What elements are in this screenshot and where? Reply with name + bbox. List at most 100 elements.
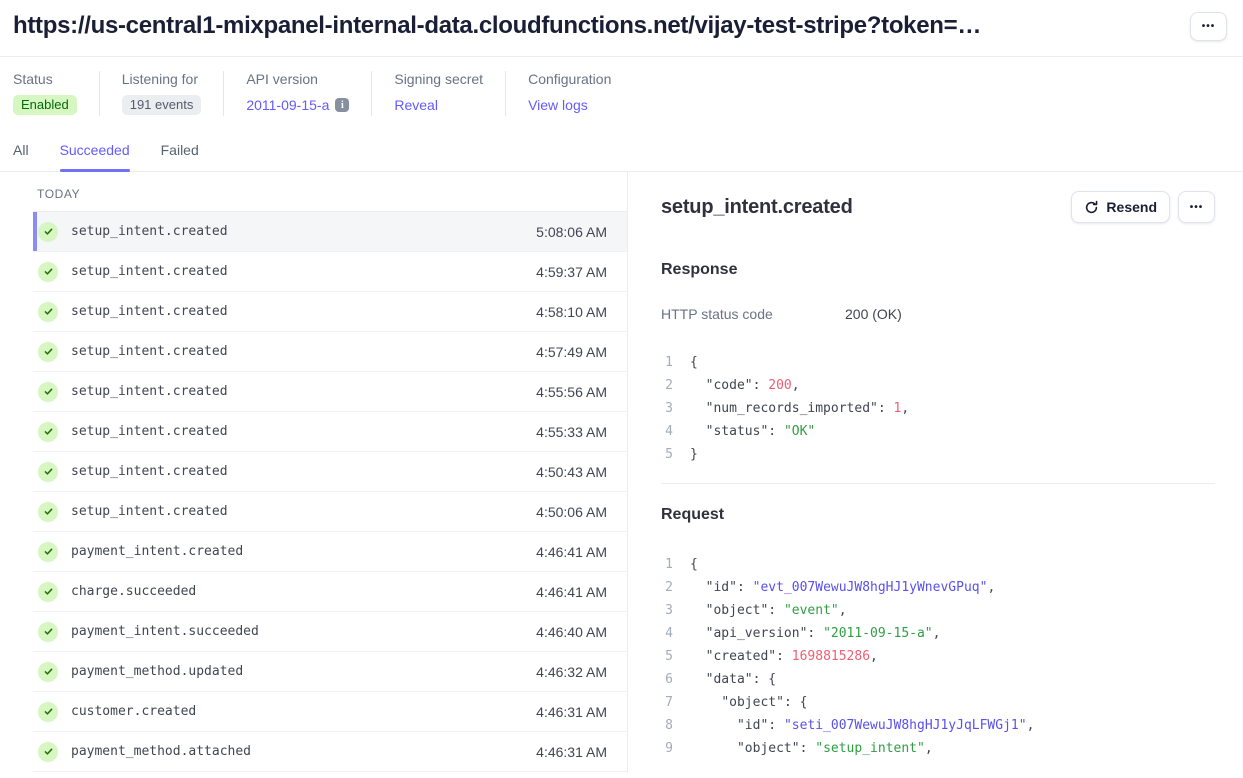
line-number: 9 [665, 741, 673, 756]
code-text: "api_version": "2011-09-15-a", [690, 622, 941, 645]
header-more-button[interactable]: ••• [1190, 11, 1227, 41]
code-token-str: "setup_intent" [815, 741, 925, 756]
meta-configuration: Configuration View logs [505, 71, 633, 116]
code-line: 1 { [661, 351, 1215, 374]
meta-value: 2011-09-15-a i [246, 94, 350, 116]
code-token-p: : [768, 424, 784, 439]
code-text: "id": "evt_007WewuJW8hgHJ1yWnevGPuq", [690, 576, 996, 599]
code-line: 5 "created": 1698815286, [661, 645, 1215, 668]
event-row[interactable]: setup_intent.created 4:59:37 AM [33, 252, 627, 292]
code-token-p [690, 626, 706, 641]
code-token-k: "object" [721, 695, 784, 710]
code-token-p [690, 718, 737, 733]
code-token-p: : { [783, 695, 808, 710]
code-text: "num_records_imported": 1, [690, 397, 910, 420]
2011-09-15-a-link[interactable]: 2011-09-15-a [246, 97, 330, 113]
check-circle-icon [38, 581, 58, 602]
event-row[interactable]: setup_intent.created 5:08:06 AM [33, 212, 627, 252]
event-time: 4:50:43 AM [536, 463, 607, 480]
request-code-block: 1 { 2 "id": "evt_007WewuJW8hgHJ1yWnevGPu… [661, 553, 1215, 760]
code-line: 2 "code": 200, [661, 374, 1215, 397]
event-time: 4:55:56 AM [536, 383, 607, 400]
code-token-p [690, 424, 706, 439]
event-row[interactable]: setup_intent.created 4:57:49 AM [33, 332, 627, 372]
code-text: "created": 1698815286, [690, 645, 878, 668]
event-name: payment_intent.succeeded [71, 624, 259, 639]
event-time: 4:46:32 AM [536, 663, 607, 680]
view-logs-link[interactable]: View logs [528, 97, 588, 113]
code-token-p: { [690, 355, 698, 370]
event-list-panel: TODAY setup_intent.created 5:08:06 AM se… [0, 172, 628, 773]
response-code-block: 1 { 2 "code": 200, 3 "num_records_import… [661, 351, 1215, 466]
event-row[interactable]: setup_intent.created 4:55:56 AM [33, 372, 627, 412]
page-title: https://us-central1-mixpanel-internal-da… [13, 12, 982, 39]
event-row[interactable]: charge.succeeded 4:46:41 AM [33, 572, 627, 612]
meta-api-version: API version 2011-09-15-a i [223, 71, 371, 116]
code-token-id: "seti_007WewuJW8hgHJ1yJqLFWGj1" [783, 718, 1027, 733]
event-row[interactable]: setup_intent.created 4:50:43 AM [33, 452, 627, 492]
line-number: 3 [665, 401, 673, 416]
detail-more-button[interactable]: ••• [1178, 191, 1215, 223]
check-circle-icon [38, 301, 58, 322]
code-token-k: "object" [736, 741, 800, 756]
meta-label: Listening for [121, 71, 198, 87]
code-token-k: "object" [705, 603, 769, 618]
line-number: 4 [665, 626, 673, 641]
event-name: setup_intent.created [71, 464, 228, 479]
code-line: 3 "object": "event", [661, 599, 1215, 622]
event-row[interactable]: payment_method.updated 4:46:32 AM [33, 652, 627, 692]
http-status-row: HTTP status code 200 (OK) [661, 306, 1215, 322]
check-circle-icon [38, 461, 58, 482]
event-row[interactable]: setup_intent.created 4:55:33 AM [33, 412, 627, 452]
code-text: { [690, 351, 698, 374]
event-row[interactable]: payment_intent.created 4:46:41 AM [33, 532, 627, 572]
check-circle-icon [38, 701, 58, 722]
code-token-p: : [799, 741, 816, 756]
code-token-p: , [1026, 718, 1035, 733]
code-token-num: 200 [768, 378, 792, 393]
resend-label: Resend [1106, 199, 1157, 215]
code-token-k: "created" [705, 649, 777, 664]
code-line: 6 "data": { [661, 668, 1215, 691]
code-text: { [690, 553, 698, 576]
event-name: setup_intent.created [71, 304, 228, 319]
event-detail-panel: setup_intent.created Resend ••• Re [628, 172, 1243, 773]
code-token-k: "api_version" [705, 626, 808, 641]
http-status-label: HTTP status code [661, 306, 773, 322]
event-row[interactable]: setup_intent.created 4:58:10 AM [33, 292, 627, 332]
line-number: 1 [665, 557, 673, 572]
event-row[interactable]: setup_intent.created 4:50:06 AM [33, 492, 627, 532]
resend-button[interactable]: Resend [1071, 191, 1170, 223]
event-name: setup_intent.created [71, 224, 228, 239]
event-time: 4:59:37 AM [536, 263, 607, 280]
check-circle-icon [38, 741, 58, 762]
line-number: 4 [665, 424, 673, 439]
line-number: 8 [665, 718, 673, 733]
code-token-p: } [690, 447, 698, 462]
event-name: customer.created [71, 704, 197, 719]
tab-all[interactable]: All [13, 142, 29, 158]
event-row[interactable]: payment_intent.succeeded 4:46:40 AM [33, 612, 627, 652]
code-token-p [690, 603, 706, 618]
check-circle-icon [38, 261, 58, 282]
code-token-p [690, 378, 706, 393]
event-list: TODAY setup_intent.created 5:08:06 AM se… [33, 172, 627, 772]
code-token-p: : [807, 626, 824, 641]
event-row[interactable]: payment_method.attached 4:46:31 AM [33, 732, 627, 772]
tab-failed[interactable]: Failed [160, 142, 199, 158]
code-text: "object": { [690, 691, 807, 714]
meta-signing-secret: Signing secret Reveal [371, 71, 505, 116]
detail-actions: Resend ••• [1071, 191, 1215, 223]
code-token-p: , [924, 741, 933, 756]
event-row[interactable]: customer.created 4:46:31 AM [33, 692, 627, 732]
meta-listening-for: Listening for 191 events [98, 71, 224, 116]
code-token-str: "OK" [783, 424, 816, 439]
meta-label: Configuration [528, 71, 612, 87]
reveal-link[interactable]: Reveal [394, 97, 438, 113]
tab-succeeded[interactable]: Succeeded [59, 142, 130, 172]
code-line: 4 "status": "OK" [661, 420, 1215, 443]
event-time: 4:55:33 AM [536, 423, 607, 440]
event-time: 4:57:49 AM [536, 343, 607, 360]
detail-title: setup_intent.created [661, 195, 853, 218]
code-line: 3 "num_records_imported": 1, [661, 397, 1215, 420]
